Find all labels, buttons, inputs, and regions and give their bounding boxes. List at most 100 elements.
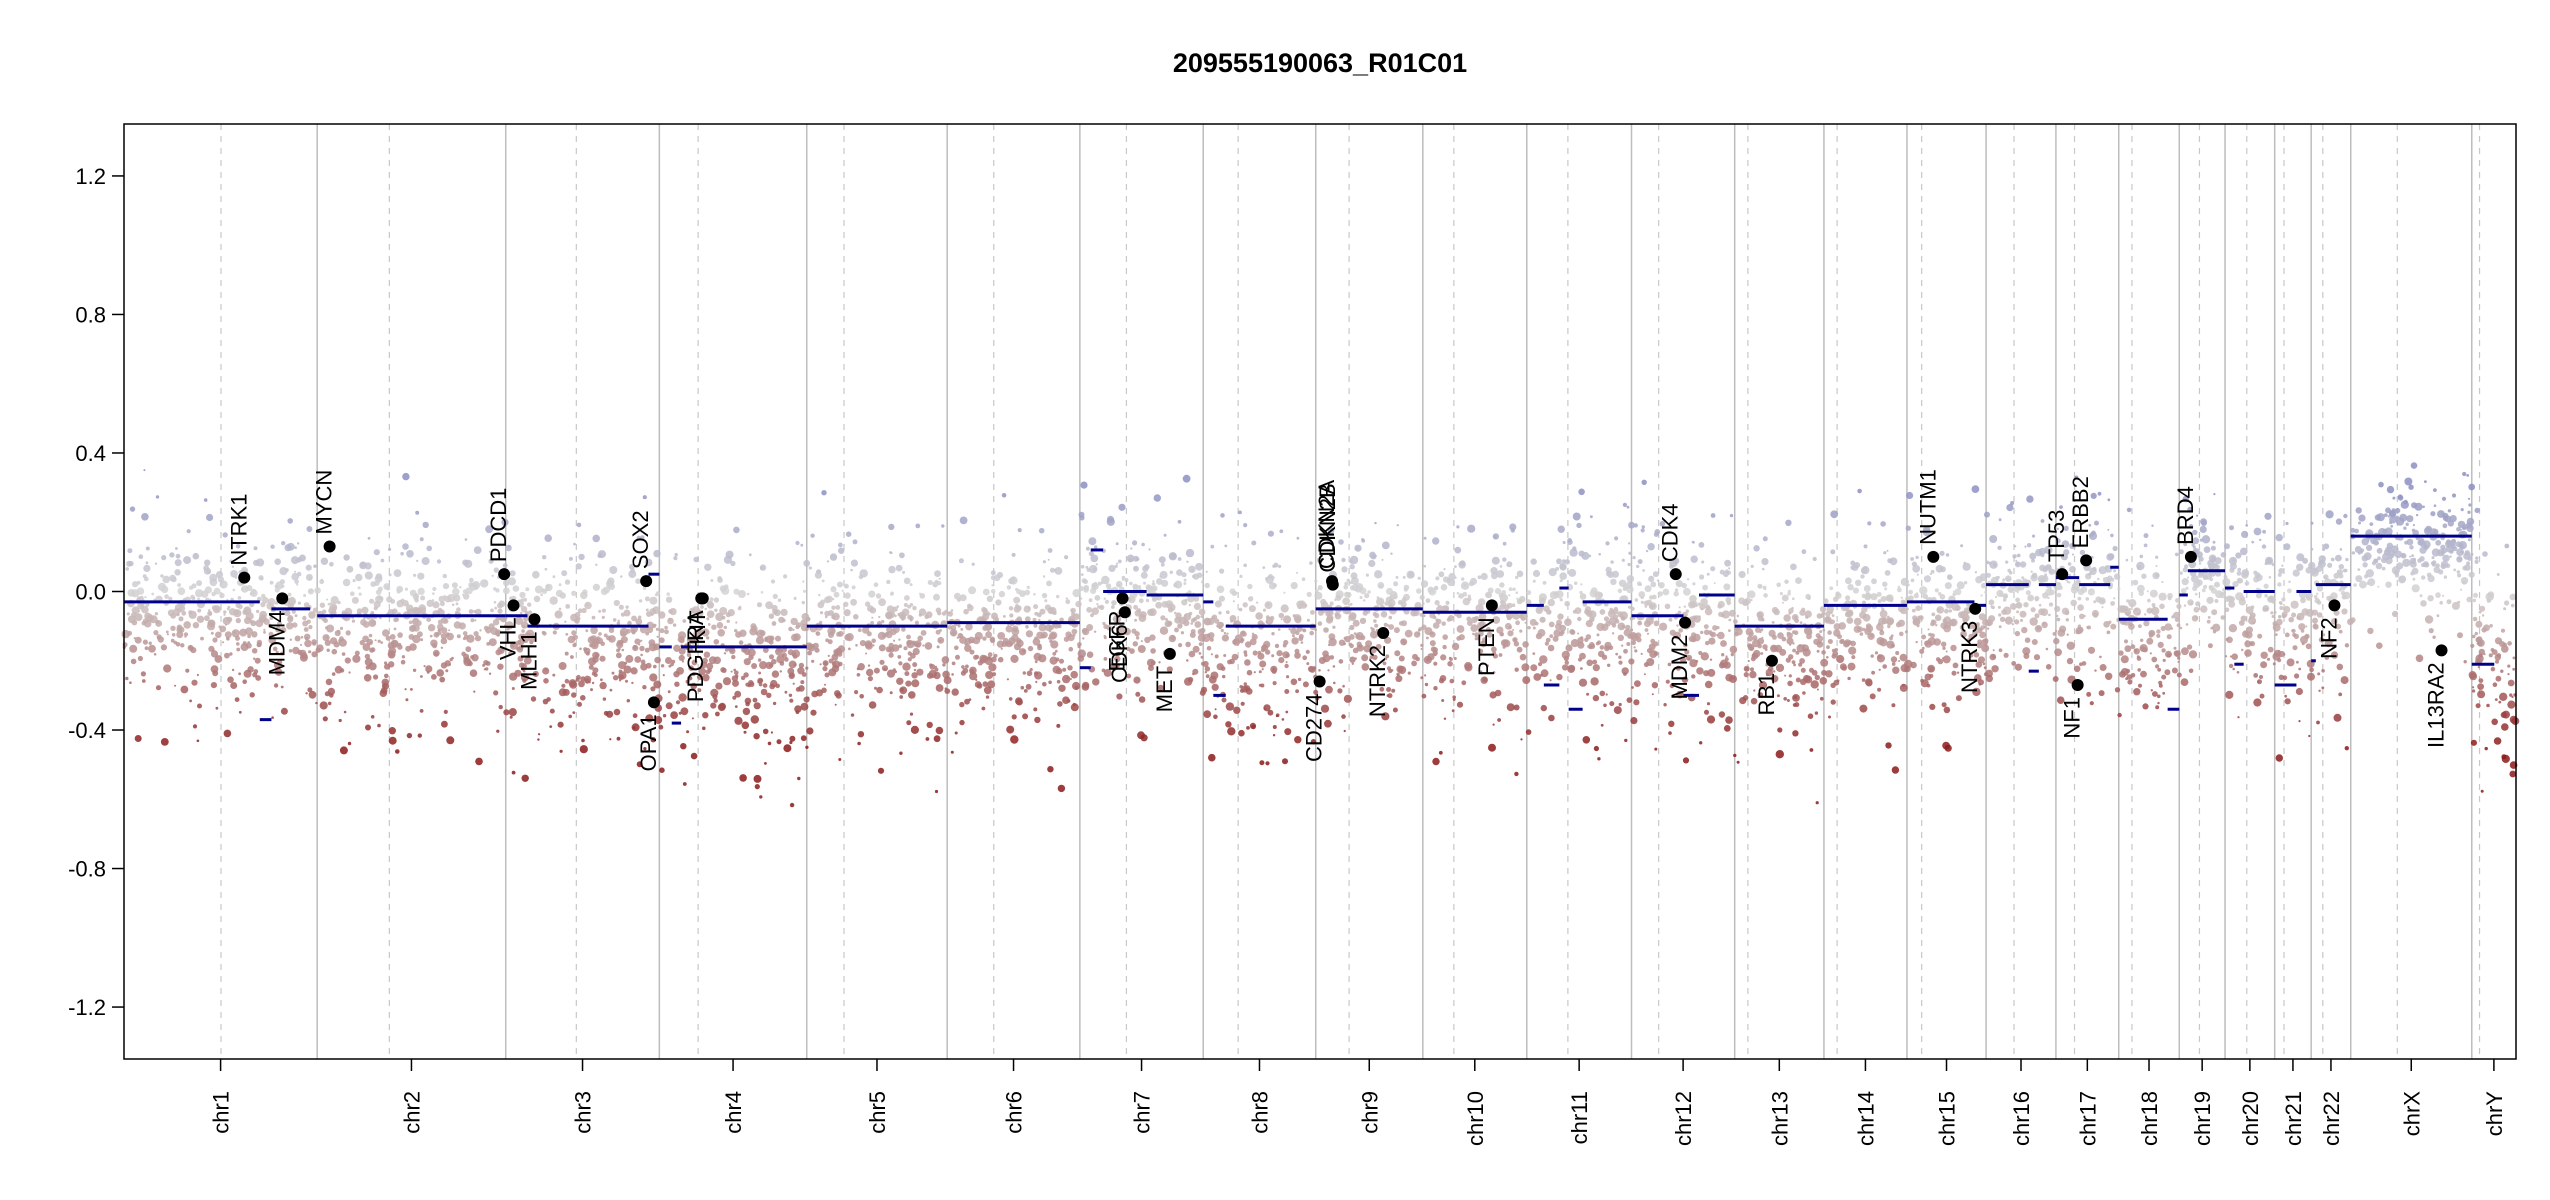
probe-point <box>1078 511 1085 518</box>
probe-point <box>1829 586 1834 591</box>
probe-point <box>776 647 781 653</box>
probe-point <box>167 609 175 617</box>
probe-point <box>617 619 620 622</box>
probe-point <box>2437 569 2444 575</box>
probe-point <box>141 679 146 683</box>
probe-point <box>1852 587 1859 594</box>
probe-point <box>2091 530 2096 536</box>
probe-point <box>2349 600 2352 603</box>
probe-point <box>509 641 518 650</box>
probe-point <box>2066 580 2070 584</box>
probe-point <box>2483 624 2490 632</box>
probe-point <box>1354 544 1362 552</box>
probe-point <box>1555 567 1559 571</box>
probe-point <box>1908 589 1913 595</box>
probe-point <box>2468 571 2475 578</box>
probe-point <box>1441 621 1446 626</box>
probe-point <box>1160 562 1165 567</box>
probe-point <box>2295 687 2303 696</box>
probe-point <box>1499 565 1503 568</box>
probe-point <box>2392 496 2396 500</box>
probe-point <box>373 674 379 680</box>
probe-point <box>2330 557 2335 562</box>
probe-point <box>296 583 299 586</box>
probe-point <box>1333 681 1336 685</box>
probe-point <box>1149 634 1156 641</box>
probe-point <box>1636 564 1640 569</box>
probe-point <box>364 571 373 580</box>
probe-point <box>1579 652 1586 660</box>
probe-point <box>509 570 516 577</box>
probe-point <box>1291 634 1295 638</box>
probe-point <box>542 555 547 560</box>
probe-point <box>1278 657 1285 664</box>
probe-point <box>1617 611 1624 618</box>
probe-point <box>2512 656 2516 660</box>
probe-point <box>191 596 196 601</box>
probe-point <box>1723 583 1731 591</box>
probe-point <box>935 629 941 635</box>
probe-point <box>934 789 939 794</box>
probe-point <box>1033 623 1038 628</box>
probe-point <box>1302 628 1306 632</box>
probe-point <box>1177 623 1183 629</box>
probe-point <box>2200 605 2208 613</box>
probe-point <box>1956 581 1965 590</box>
probe-point <box>1198 642 1203 646</box>
probe-point <box>1728 609 1736 617</box>
probe-point <box>797 667 805 675</box>
probe-point <box>473 690 476 693</box>
probe-point <box>197 608 202 613</box>
probe-point <box>675 700 681 705</box>
probe-point <box>808 566 812 570</box>
probe-point <box>2213 564 2220 571</box>
probe-point <box>1617 622 1626 631</box>
probe-point <box>319 579 325 585</box>
probe-point <box>397 589 401 593</box>
probe-point <box>1271 668 1277 674</box>
probe-point <box>271 716 274 719</box>
probe-point <box>2362 562 2368 568</box>
probe-point <box>2286 658 2295 667</box>
probe-point <box>1020 685 1025 690</box>
probe-point <box>1280 618 1283 621</box>
probe-point <box>2338 629 2343 634</box>
probe-point <box>1208 753 1216 762</box>
probe-point <box>2325 510 2334 519</box>
probe-point <box>169 552 175 558</box>
probe-point <box>1887 558 1893 564</box>
probe-point <box>2126 507 2132 513</box>
probe-point <box>329 561 334 567</box>
probe-point <box>456 634 461 639</box>
probe-point <box>2106 630 2111 635</box>
probe-point <box>1411 660 1417 667</box>
probe-point <box>511 687 515 690</box>
probe-point <box>1966 638 1972 643</box>
probe-point <box>1467 620 1473 626</box>
probe-point <box>343 554 350 561</box>
probe-point <box>1365 573 1369 577</box>
probe-point <box>838 758 842 761</box>
probe-point <box>1134 609 1142 617</box>
probe-point <box>1863 544 1868 549</box>
probe-point <box>1433 586 1438 591</box>
probe-point <box>2415 513 2419 517</box>
probe-point <box>1042 575 1046 578</box>
probe-point <box>393 627 397 631</box>
probe-point <box>2171 667 2178 674</box>
probe-point <box>254 657 261 664</box>
probe-point <box>1986 572 1991 578</box>
probe-point <box>544 668 548 671</box>
probe-point <box>377 639 381 643</box>
probe-point <box>1927 640 1930 643</box>
probe-point <box>642 586 647 590</box>
probe-point <box>1590 677 1599 686</box>
probe-point <box>1038 527 1045 534</box>
probe-point <box>1824 616 1832 624</box>
probe-point <box>401 655 406 659</box>
probe-point <box>1758 585 1762 589</box>
probe-point <box>321 578 323 581</box>
probe-point <box>413 573 417 577</box>
probe-point <box>1590 515 1593 519</box>
probe-point <box>950 609 954 612</box>
